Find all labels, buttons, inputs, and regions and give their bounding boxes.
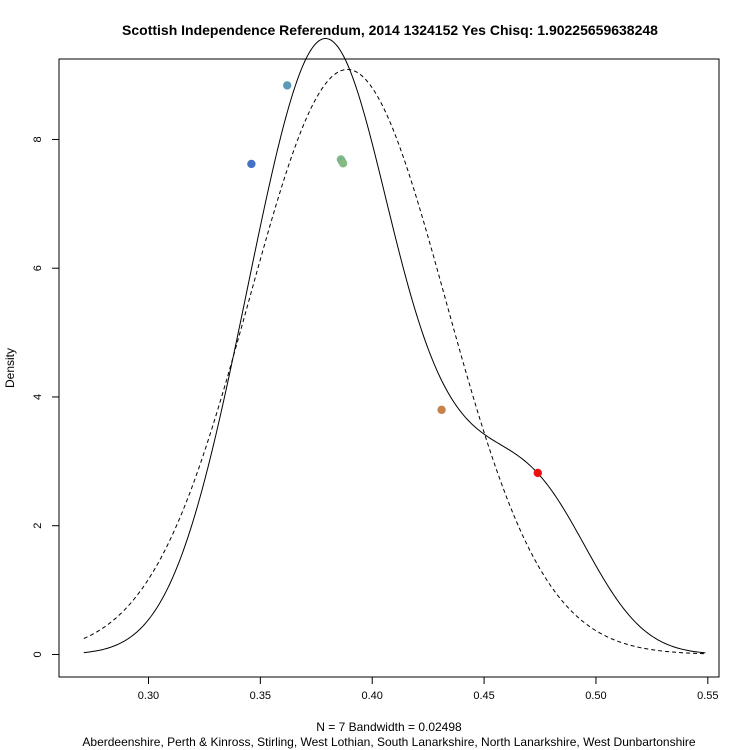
curves xyxy=(83,38,706,655)
y-tick-label: 0 xyxy=(32,651,44,657)
x-axis-label: N = 7 Bandwidth = 0.02498 xyxy=(316,720,462,734)
chart-title: Scottish Independence Referendum, 2014 1… xyxy=(122,22,658,38)
x-axis: 0.30 0.35 0.40 0.45 0.50 0.55 xyxy=(138,676,719,702)
x-tick-label: 0.30 xyxy=(138,690,159,702)
x-tick-label: 0.45 xyxy=(473,690,494,702)
x-tick-label: 0.35 xyxy=(250,690,271,702)
data-point xyxy=(533,468,542,478)
x-tick-label: 0.50 xyxy=(585,690,606,702)
data-point xyxy=(437,405,446,415)
y-tick-label: 2 xyxy=(32,523,44,529)
x-tick-label: 0.55 xyxy=(697,690,718,702)
y-tick-label: 8 xyxy=(32,136,44,142)
y-tick-label: 4 xyxy=(32,394,44,400)
y-tick-label: 6 xyxy=(32,265,44,271)
normal-curve xyxy=(83,68,706,655)
x-tick-label: 0.40 xyxy=(362,690,383,702)
data-points xyxy=(247,81,542,478)
chart-subtitle: Aberdeenshire, Perth & Kinross, Stirling… xyxy=(82,735,696,749)
data-point xyxy=(247,159,256,169)
data-point xyxy=(338,159,348,168)
y-axis-label: Density xyxy=(3,348,17,388)
data-point xyxy=(283,81,292,90)
y-axis: 0 2 4 6 8 xyxy=(32,136,60,658)
density-curve xyxy=(83,38,706,654)
